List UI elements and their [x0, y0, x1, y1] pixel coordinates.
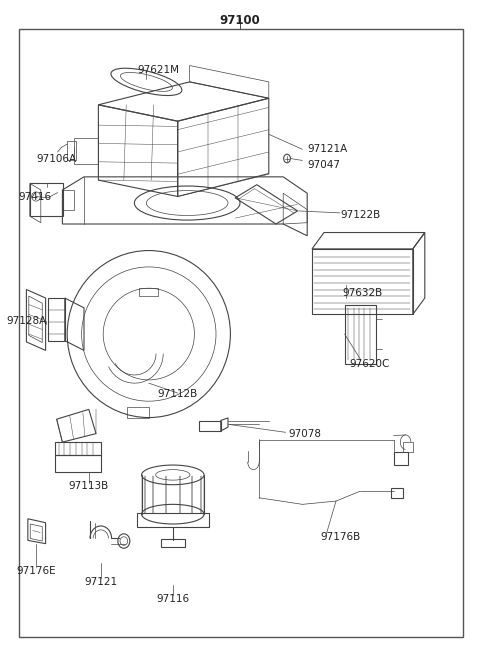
Bar: [161, 539, 185, 547]
Text: 97078: 97078: [288, 428, 321, 439]
Bar: [345, 305, 376, 364]
Text: 97632B: 97632B: [342, 288, 383, 298]
Text: 97176E: 97176E: [16, 566, 56, 576]
Bar: [137, 513, 209, 527]
Text: 97128A: 97128A: [6, 316, 47, 326]
Text: 97113B: 97113B: [69, 481, 109, 491]
Text: 97116: 97116: [156, 594, 190, 605]
Text: 97176B: 97176B: [321, 532, 361, 542]
Text: 97416: 97416: [18, 191, 51, 202]
Text: 97121: 97121: [84, 576, 118, 587]
Text: 97106A: 97106A: [36, 153, 77, 164]
Text: 97121A: 97121A: [307, 144, 348, 155]
Text: 97620C: 97620C: [349, 358, 390, 369]
Text: 97621M: 97621M: [137, 65, 180, 75]
Bar: [312, 249, 413, 314]
Text: 97047: 97047: [307, 160, 340, 170]
Text: 97100: 97100: [220, 14, 260, 28]
Text: 97112B: 97112B: [157, 389, 198, 400]
Text: 97122B: 97122B: [341, 210, 381, 220]
